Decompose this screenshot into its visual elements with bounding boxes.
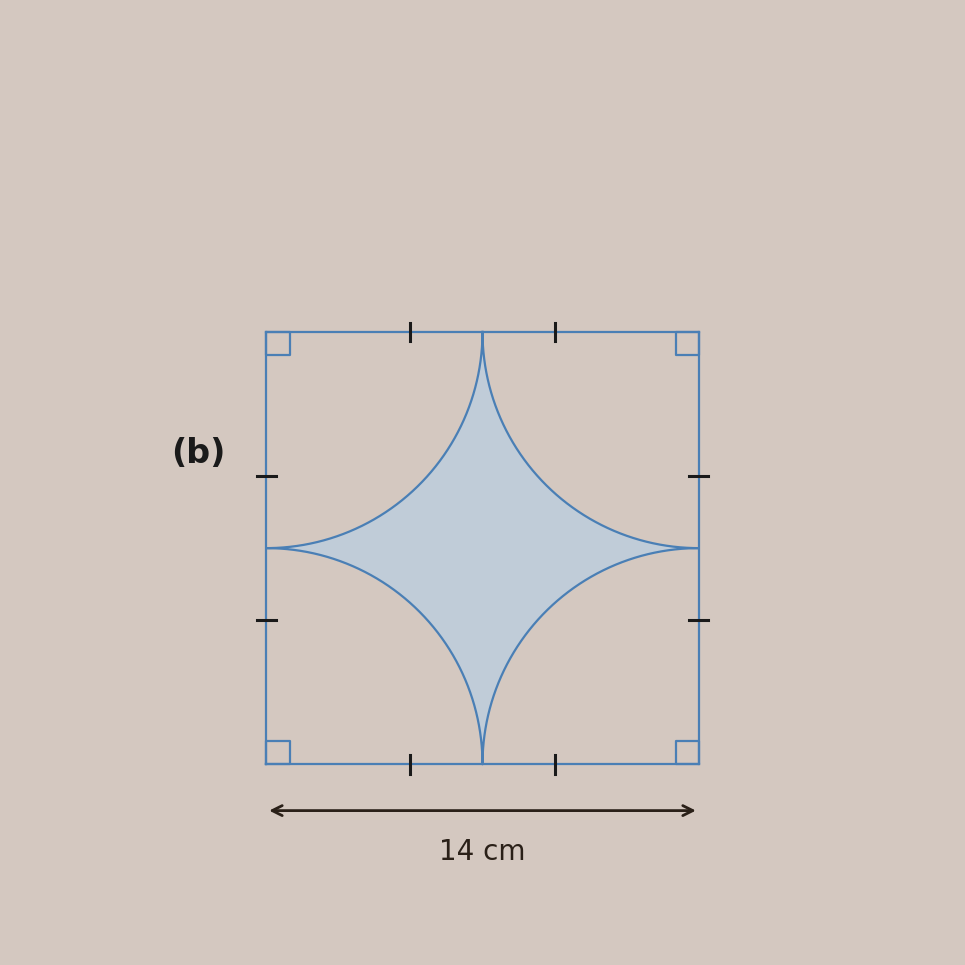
Polygon shape (266, 332, 699, 764)
Text: 14 cm: 14 cm (439, 839, 526, 867)
Text: (b): (b) (171, 436, 226, 470)
